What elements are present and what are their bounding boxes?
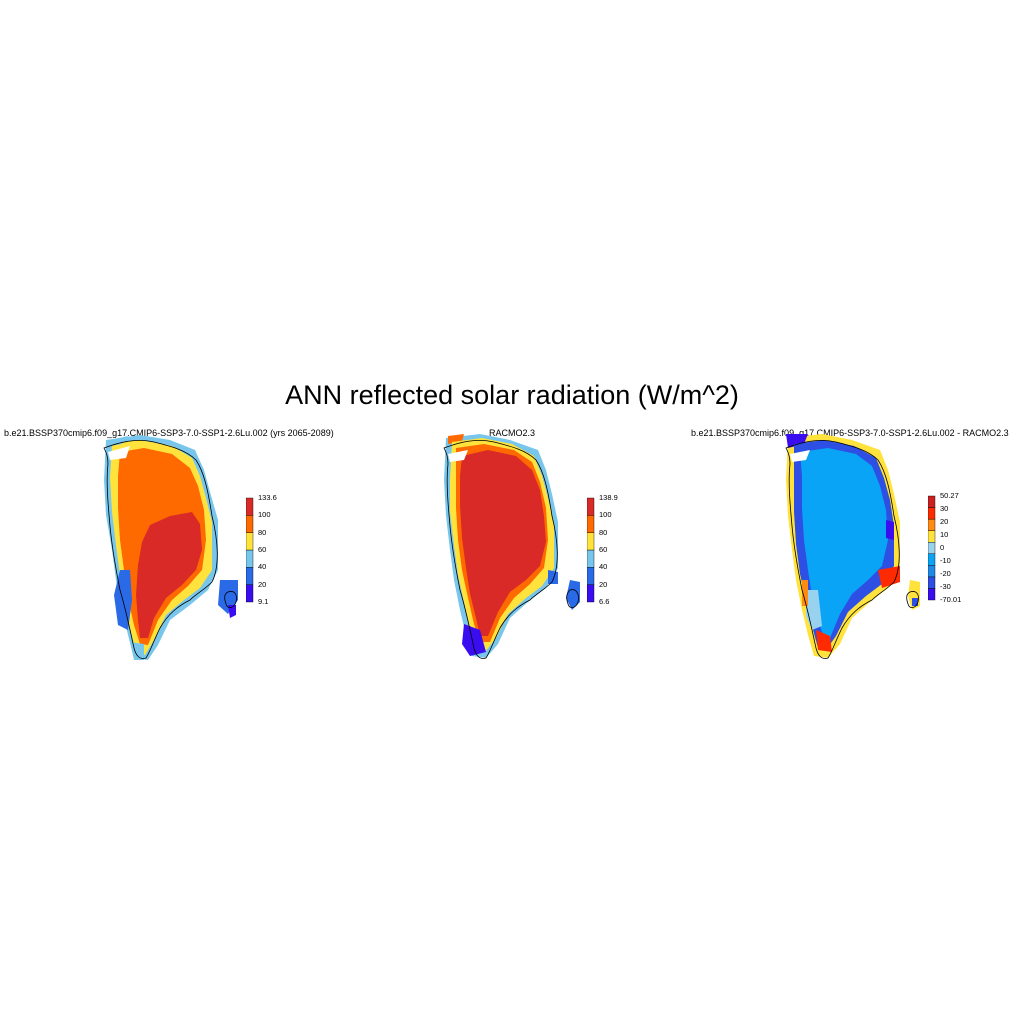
colorbar-swatch	[587, 532, 595, 551]
greenland-map-difference	[785, 434, 920, 659]
colorbar-swatch	[587, 567, 595, 585]
colorbar-swatches	[928, 495, 936, 601]
colorbar-tick-label: 138.9	[599, 493, 618, 502]
colorbar-swatches	[246, 497, 254, 603]
map-coastline	[103, 440, 237, 659]
colorbar-tick-label: -70.01	[940, 595, 962, 604]
colorbar-swatch	[246, 515, 254, 533]
colorbar-tick-label: 100	[599, 510, 612, 520]
map-land-fill	[786, 434, 920, 658]
colorbar-tick-label: 20	[940, 517, 949, 526]
colorbar-swatch	[246, 532, 254, 551]
map-land-fill	[444, 434, 580, 658]
colorbar-swatch	[928, 565, 936, 578]
colorbar-tick-label: -20	[940, 569, 951, 578]
colorbar-swatch	[587, 497, 595, 516]
colorbar-tick-label: 50.27	[940, 491, 959, 500]
colorbar-swatch	[928, 530, 936, 543]
colorbar-swatches	[587, 497, 595, 603]
colorbar-tick-label: 80	[599, 527, 608, 537]
colorbar-tick-label: 40	[599, 562, 608, 572]
colorbar-swatch	[928, 542, 936, 554]
colorbar-racmo: 138.9 100 80 60 40 20 6.6	[587, 493, 647, 606]
colorbar-tick-label: 100	[258, 510, 271, 520]
map-coastline	[785, 440, 919, 659]
colorbar-tick-label: 40	[258, 562, 267, 572]
colorbar-swatch	[928, 507, 936, 520]
colorbar-tick-label: 60	[258, 545, 267, 554]
colorbar-tick-label: 0	[940, 543, 945, 552]
colorbar-swatch	[928, 553, 936, 566]
colorbar-tick-label: 30	[940, 504, 949, 513]
colorbar-tick-label: 9.1	[258, 597, 269, 606]
colorbar-tick-label: 60	[599, 545, 608, 554]
colorbar-swatch	[928, 518, 936, 531]
colorbar-swatch	[587, 584, 595, 603]
colorbar-swatch	[928, 576, 936, 589]
colorbar-swatch	[928, 495, 936, 508]
colorbar-tick-label: 10	[940, 530, 949, 539]
colorbar-swatch	[246, 584, 254, 603]
figure-title: ANN reflected solar radiation (W/m^2)	[285, 380, 739, 410]
map-land-fill	[104, 435, 238, 660]
colorbar-swatch	[587, 515, 595, 533]
colorbar-swatch	[246, 497, 254, 516]
colorbar-swatch	[246, 549, 254, 568]
colorbar-model: 133.6 100 80 60 40 20 9.1	[246, 493, 306, 606]
panel-title-racmo: RACMO2.3	[489, 428, 536, 438]
greenland-map-racmo	[443, 434, 580, 659]
colorbar-tick-label: 20	[599, 579, 608, 589]
panel-title-model: b.e21.BSSP370cmip6.f09_g17.CMIP6-SSP3-7.…	[4, 428, 334, 438]
greenland-map-model	[103, 435, 238, 660]
colorbar-tick-label: 80	[258, 527, 267, 537]
colorbar-swatch	[928, 588, 936, 601]
colorbar-tick-label: 133.6	[258, 493, 277, 502]
colorbar-swatch	[246, 567, 254, 585]
colorbar-tick-label: 20	[258, 579, 267, 589]
colorbar-difference: 50.27 30 20 10 0 -10 -20 -30 -70.01	[928, 491, 988, 604]
map-coastline	[443, 440, 579, 659]
colorbar-tick-label: -30	[940, 582, 951, 591]
panel-title-difference: b.e21.BSSP370cmip6.f09_g17.CMIP6-SSP3-7.…	[691, 428, 1009, 438]
colorbar-tick-label: -10	[940, 556, 951, 565]
colorbar-tick-label: 6.6	[599, 597, 610, 606]
colorbar-swatch	[587, 549, 595, 568]
